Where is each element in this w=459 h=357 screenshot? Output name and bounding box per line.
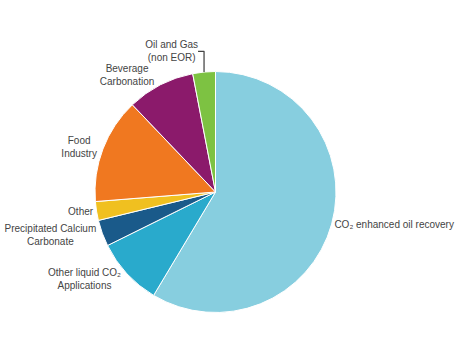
svg-text:BeverageCarbonation: BeverageCarbonation (100, 63, 154, 87)
svg-text:Other: Other (68, 206, 94, 217)
svg-text:CO₂ enhanced oil recovery: CO₂ enhanced oil recovery (334, 219, 454, 230)
svg-text:Precipitated CalciumCarbonate: Precipitated CalciumCarbonate (5, 223, 97, 247)
svg-text:FoodIndustry: FoodIndustry (61, 135, 97, 159)
svg-text:Oil and Gas(non EOR): Oil and Gas(non EOR) (145, 39, 198, 63)
svg-text:Other liquid CO₂Applications: Other liquid CO₂Applications (48, 267, 121, 291)
